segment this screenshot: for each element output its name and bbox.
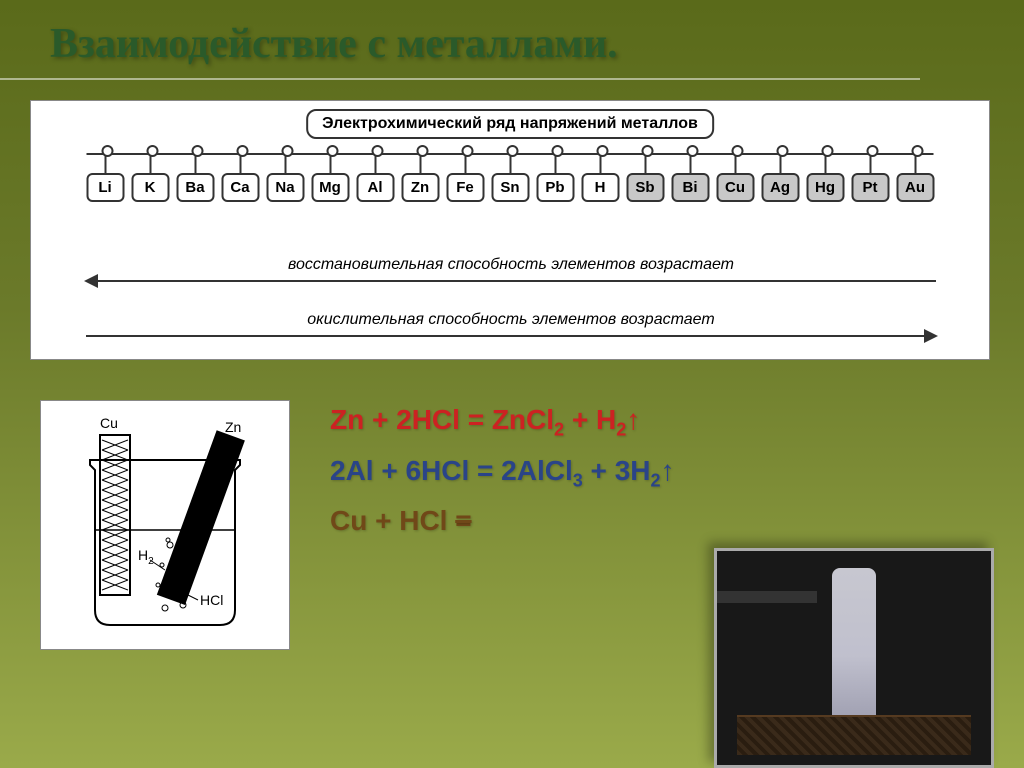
element-symbol: Ag <box>761 173 799 202</box>
element-symbol: Ba <box>176 173 214 202</box>
element-symbol: Na <box>266 173 304 202</box>
hang-line <box>689 151 691 173</box>
element-cell: Bi <box>668 151 713 202</box>
hang-line <box>779 151 781 173</box>
element-cell: Ca <box>218 151 263 202</box>
test-tube-icon <box>832 568 876 728</box>
activity-series-panel: Электрохимический ряд напряжений металло… <box>30 100 990 360</box>
element-cell: Au <box>893 151 938 202</box>
hang-line <box>869 151 871 173</box>
equation-al: 2Al + 6HCl = 2AlCl3 + 3H2 <box>330 455 675 492</box>
element-symbol: Bi <box>671 173 709 202</box>
element-cell: Pb <box>533 151 578 202</box>
hang-line <box>149 151 151 173</box>
beaker-zn-label: Zn <box>225 419 241 435</box>
hang-line <box>599 151 601 173</box>
arrow-left-icon <box>86 280 936 282</box>
element-symbol: Zn <box>401 173 439 202</box>
hang-line <box>824 151 826 173</box>
hang-line <box>329 151 331 173</box>
oxidizing-arrow-row: окислительная способность элементов возр… <box>81 311 941 337</box>
element-cell: K <box>128 151 173 202</box>
element-symbol: Ca <box>221 173 259 202</box>
element-symbol: Fe <box>446 173 484 202</box>
hang-line <box>554 151 556 173</box>
page-title: Взаимодействие с металлами. <box>0 0 920 80</box>
element-cell: H <box>578 151 623 202</box>
beaker-diagram: Cu Zn H2 HCl <box>40 400 290 650</box>
beaker-cu-label: Cu <box>100 415 118 431</box>
element-cell: Sn <box>488 151 533 202</box>
element-cell: Ag <box>758 151 803 202</box>
oxidizing-caption: окислительная способность элементов возр… <box>307 311 714 329</box>
element-symbol: Sb <box>626 173 664 202</box>
element-symbol: Hg <box>806 173 844 202</box>
element-cell: Sb <box>623 151 668 202</box>
element-cell: Pt <box>848 151 893 202</box>
element-cell: Na <box>263 151 308 202</box>
reducing-caption: восстановительная способность элементов … <box>288 256 734 274</box>
hang-line <box>419 151 421 173</box>
element-cell: Al <box>353 151 398 202</box>
hang-line <box>284 151 286 173</box>
arrow-right-icon <box>86 335 936 337</box>
hang-line <box>374 151 376 173</box>
element-symbol: Mg <box>311 173 349 202</box>
hang-line <box>464 151 466 173</box>
element-cell: Mg <box>308 151 353 202</box>
hang-line <box>914 151 916 173</box>
equations-block: Zn + 2HCl = ZnCl2 + H2 2Al + 6HCl = 2AlC… <box>330 390 675 551</box>
element-symbol: Au <box>896 173 934 202</box>
element-cell: Fe <box>443 151 488 202</box>
element-cell: Cu <box>713 151 758 202</box>
element-symbol: Cu <box>716 173 754 202</box>
clamp-icon <box>717 591 817 603</box>
beaker-svg-icon: Cu Zn H2 HCl <box>50 410 280 640</box>
equation-cu: Cu + HCl = <box>330 505 675 537</box>
hang-line <box>734 151 736 173</box>
element-cell: Hg <box>803 151 848 202</box>
hang-line <box>194 151 196 173</box>
element-symbol: Li <box>86 173 124 202</box>
element-symbol: K <box>131 173 169 202</box>
element-symbol: Pt <box>851 173 889 202</box>
hang-line <box>239 151 241 173</box>
series-label: Электрохимический ряд напряжений металло… <box>306 109 714 139</box>
element-cell: Li <box>83 151 128 202</box>
hang-line <box>509 151 511 173</box>
element-chain: LiKBaCaNaMgAlZnFeSnPbHSbBiCuAgHgPtAu <box>83 151 938 202</box>
element-symbol: Pb <box>536 173 574 202</box>
reducing-arrow-row: восстановительная способность элементов … <box>81 256 941 282</box>
equation-zn: Zn + 2HCl = ZnCl2 + H2 <box>330 404 675 441</box>
experiment-photo <box>714 548 994 768</box>
hang-line <box>104 151 106 173</box>
element-cell: Zn <box>398 151 443 202</box>
element-symbol: H <box>581 173 619 202</box>
beaker-h2-label: H2 <box>138 547 154 567</box>
hang-line <box>644 151 646 173</box>
element-symbol: Al <box>356 173 394 202</box>
element-cell: Ba <box>173 151 218 202</box>
beaker-hcl-label: HCl <box>200 592 223 608</box>
element-symbol: Sn <box>491 173 529 202</box>
stand-base-icon <box>737 715 971 755</box>
